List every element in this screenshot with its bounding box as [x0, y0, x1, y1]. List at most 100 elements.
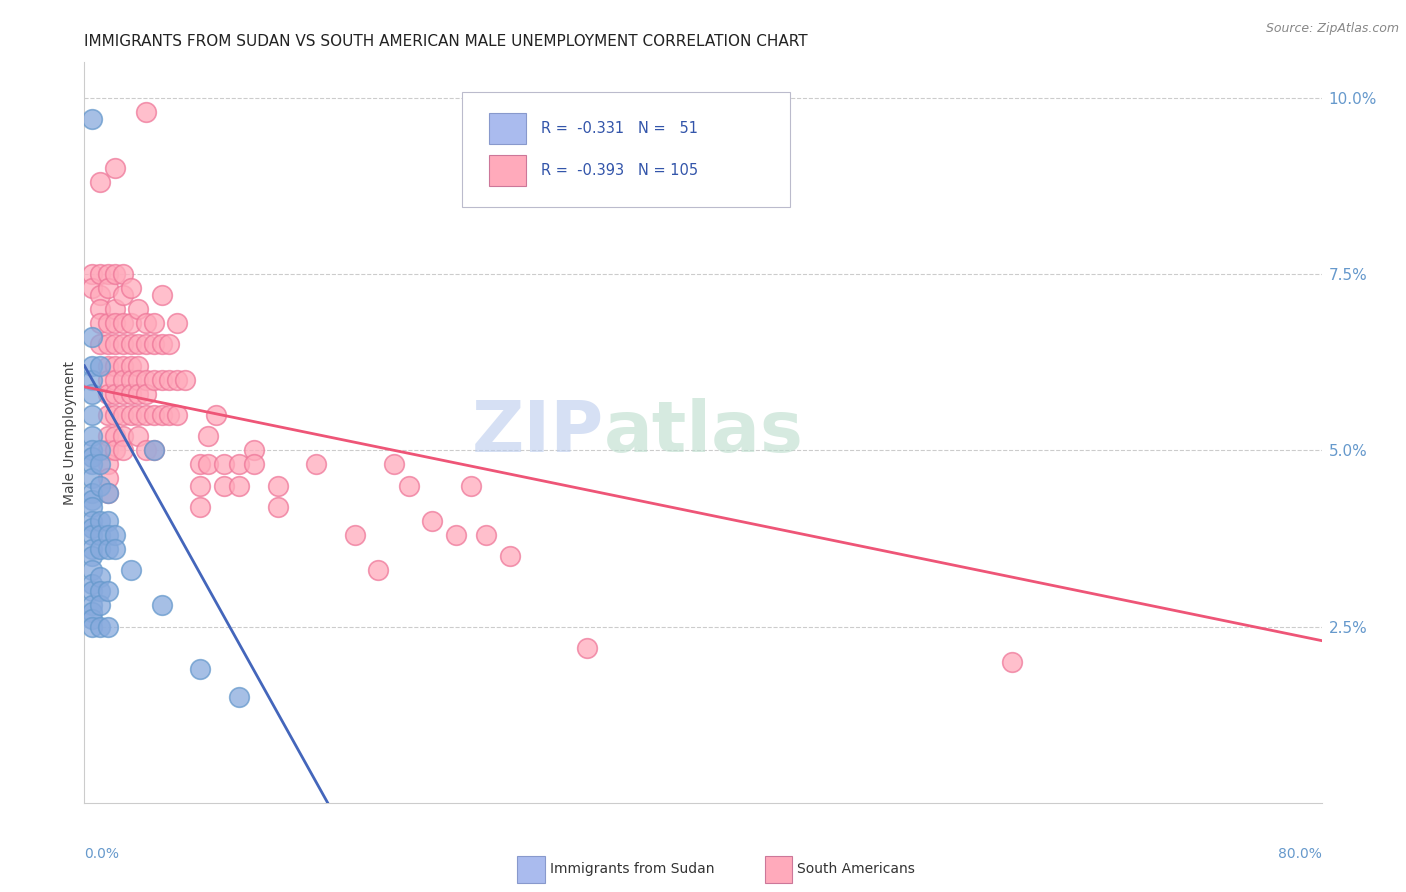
Point [89, 175, 111, 189]
Point [96, 541, 118, 556]
Point [112, 429, 135, 443]
Point [89, 359, 111, 373]
Point [96, 458, 118, 472]
Point [112, 443, 135, 458]
Point [96, 584, 118, 599]
Bar [765, 856, 792, 883]
Point [82, 443, 104, 458]
Point [104, 337, 127, 351]
Point [104, 541, 127, 556]
Point [127, 429, 149, 443]
Point [96, 528, 118, 542]
Point [96, 471, 118, 485]
Point [82, 373, 104, 387]
Point [96, 337, 118, 351]
Point [135, 443, 157, 458]
Point [143, 443, 166, 458]
Point [120, 337, 142, 351]
Point [104, 373, 127, 387]
Point [267, 478, 290, 492]
Point [96, 267, 118, 281]
Point [96, 485, 118, 500]
Point [96, 514, 118, 528]
Point [82, 500, 104, 514]
Point [422, 514, 444, 528]
Point [112, 408, 135, 422]
Point [89, 514, 111, 528]
Point [382, 458, 405, 472]
Point [112, 288, 135, 302]
Point [96, 408, 118, 422]
Point [82, 514, 104, 528]
Point [212, 478, 235, 492]
Point [82, 429, 104, 443]
Point [104, 161, 127, 176]
Point [120, 387, 142, 401]
Point [104, 408, 127, 422]
Point [150, 373, 173, 387]
Text: Immigrants from Sudan: Immigrants from Sudan [550, 863, 714, 877]
Point [96, 387, 118, 401]
Point [344, 528, 367, 542]
Point [305, 458, 328, 472]
Point [96, 429, 118, 443]
Point [143, 443, 166, 458]
Point [197, 458, 219, 472]
Point [82, 541, 104, 556]
Point [166, 373, 188, 387]
Point [166, 408, 188, 422]
Point [96, 373, 118, 387]
Point [82, 408, 104, 422]
Point [82, 612, 104, 626]
Point [127, 302, 149, 317]
Point [104, 359, 127, 373]
Point [82, 584, 104, 599]
Point [89, 599, 111, 613]
Point [475, 528, 498, 542]
Text: Source: ZipAtlas.com: Source: ZipAtlas.com [1265, 22, 1399, 36]
Point [243, 443, 266, 458]
Point [143, 408, 166, 422]
Text: IMMIGRANTS FROM SUDAN VS SOUTH AMERICAN MALE UNEMPLOYMENT CORRELATION CHART: IMMIGRANTS FROM SUDAN VS SOUTH AMERICAN … [84, 34, 808, 49]
Point [104, 267, 127, 281]
Point [82, 492, 104, 507]
Point [127, 359, 149, 373]
Point [135, 104, 157, 119]
Point [112, 267, 135, 281]
Point [89, 288, 111, 302]
Text: 0.0%: 0.0% [84, 847, 120, 861]
Point [143, 337, 166, 351]
FancyBboxPatch shape [461, 92, 790, 207]
Point [89, 570, 111, 584]
Point [112, 359, 135, 373]
Point [174, 373, 197, 387]
Point [135, 387, 157, 401]
Point [96, 316, 118, 330]
Point [82, 563, 104, 577]
Point [159, 337, 180, 351]
Point [444, 528, 467, 542]
Text: R =  -0.393   N = 105: R = -0.393 N = 105 [541, 163, 697, 178]
Point [96, 443, 118, 458]
Point [82, 267, 104, 281]
Point [96, 619, 118, 633]
Point [82, 281, 104, 295]
Text: atlas: atlas [605, 398, 804, 467]
Point [127, 373, 149, 387]
Point [82, 577, 104, 591]
Point [150, 408, 173, 422]
Point [197, 429, 219, 443]
Point [150, 599, 173, 613]
Bar [517, 856, 544, 883]
Point [135, 316, 157, 330]
Point [104, 387, 127, 401]
Point [104, 429, 127, 443]
Point [228, 458, 250, 472]
Point [188, 500, 212, 514]
Y-axis label: Male Unemployment: Male Unemployment [63, 360, 77, 505]
Point [188, 662, 212, 676]
Text: South Americans: South Americans [797, 863, 915, 877]
Point [89, 267, 111, 281]
Point [82, 471, 104, 485]
Point [212, 458, 235, 472]
